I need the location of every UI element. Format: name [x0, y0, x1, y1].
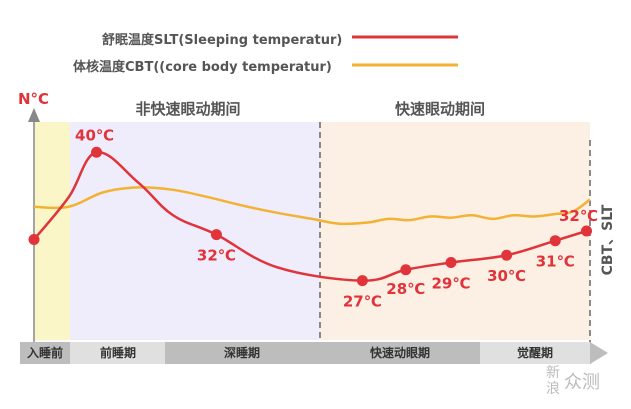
stage-label-wake: 觉醒期: [517, 345, 553, 360]
stage-segment-presleep: [20, 342, 70, 364]
region-title-nrem: 非快速眼动期间: [135, 100, 240, 118]
slt-data-label: 31℃: [536, 253, 575, 271]
slt-data-label: 30℃: [487, 267, 526, 285]
stage-bar: 入睡前 前睡期 深睡期 快速动眼期 觉醒期: [20, 342, 608, 364]
slt-data-label: 29℃: [431, 274, 470, 292]
stage-segment-deep-sleep: [165, 342, 320, 364]
slt-point: [581, 225, 593, 237]
slt-data-label: 28℃: [386, 280, 425, 298]
slt-point: [501, 249, 513, 261]
region-rem-bg: [320, 122, 590, 340]
stage-segment-pre-sleep: [70, 342, 165, 364]
stage-label-presleep: 入睡前: [27, 345, 63, 360]
legend-label-slt: 舒眠温度SLT(Sleeping temperatur): [102, 32, 342, 48]
watermark-text: 众测: [564, 372, 600, 393]
slt-data-label: 27℃: [343, 293, 382, 311]
slt-point: [549, 235, 561, 247]
watermark-line1: 新: [546, 365, 560, 381]
slt-point: [210, 229, 222, 241]
slt-data-label: 32℃: [197, 247, 236, 265]
stage-segment-wake: [480, 342, 590, 364]
stage-bar-arrow: [590, 342, 608, 364]
y-axis-title: N°C: [18, 90, 49, 108]
slt-point: [28, 233, 40, 245]
slt-data-label: 32℃: [559, 207, 598, 225]
watermark: 新 浪 众测: [546, 365, 600, 397]
series-layer: 40℃ 32℃ 27℃28℃ 29℃ 30℃ 31℃ 32℃: [28, 126, 598, 311]
right-axis-title: CBT、SLT: [600, 204, 616, 275]
slt-point: [91, 146, 103, 158]
series-line-cbt: [33, 186, 591, 226]
stage-label-deep-sleep: 深睡期: [224, 345, 260, 360]
slt-point: [445, 256, 457, 268]
legend-label-cbt: 体核温度CBT((core body temperatur): [73, 59, 332, 75]
stage-label-pre-sleep: 前睡期: [100, 345, 136, 360]
watermark-line2: 浪: [546, 381, 560, 397]
region-presleep-bg: [34, 122, 70, 340]
stage-segment-rem: [320, 342, 480, 364]
slt-data-label: 40℃: [75, 126, 114, 144]
slt-point: [356, 275, 368, 287]
slt-point: [400, 264, 412, 276]
region-title-rem: 快速眼动期间: [395, 100, 485, 118]
stage-label-rem: 快速动眼期: [370, 345, 430, 360]
legend: 舒眠温度SLT(Sleeping temperatur) 体核温度CBT((co…: [73, 32, 458, 75]
